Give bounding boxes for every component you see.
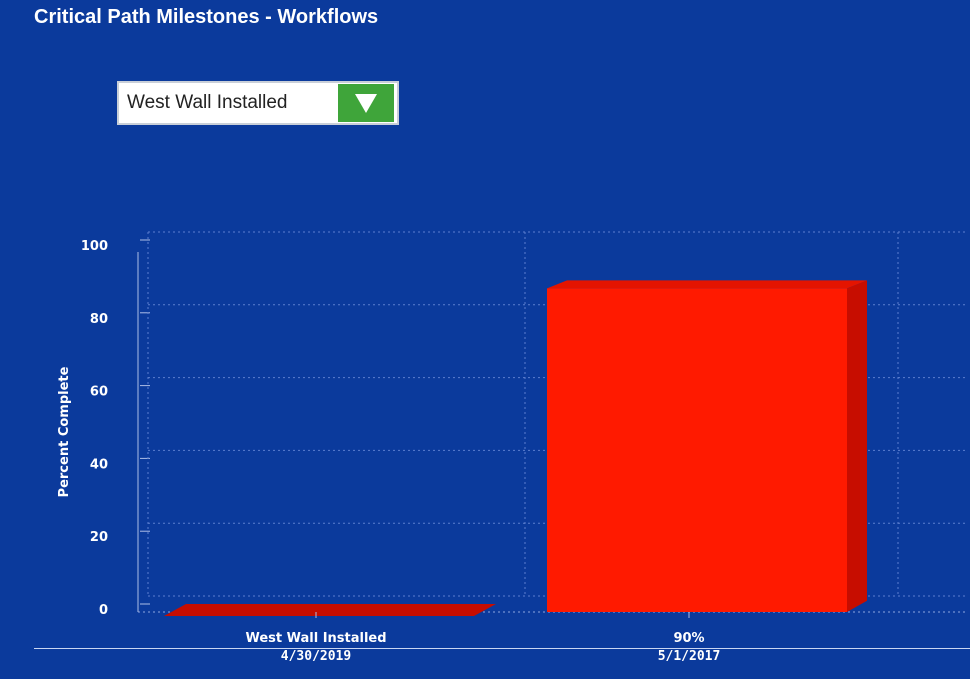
milestone-dropdown-value: West Wall Installed [127,92,288,113]
page-title: Critical Path Milestones - Workflows [34,6,379,28]
footer-divider [34,648,970,649]
chart-bars [164,280,867,616]
y-tick-label: 40 [90,457,108,472]
x-axis: West Wall Installed 4/30/2019 90% 5/1/2017 [245,612,720,664]
bar [164,604,496,616]
y-tick-label: 100 [81,239,108,254]
bar-side [847,280,867,612]
y-axis-title: Percent Complete [57,366,72,497]
x-tick-label: West Wall Installed [245,631,386,646]
x-tick-label: 90% [673,631,704,646]
y-tick-label: 60 [90,385,108,400]
chevron-down-icon [355,94,377,113]
x-tick-sublabel: 5/1/2017 [658,649,721,664]
bar [547,288,847,612]
y-axis: 0 20 40 60 80 100 Percent Complete [57,239,108,618]
y-tick-label: 20 [90,530,108,545]
x-tick-sublabel: 4/30/2019 [281,649,351,664]
bar-top [547,280,867,289]
dropdown-toggle-button[interactable] [338,84,394,122]
y-tick-label: 80 [90,312,108,327]
y-tick-label: 0 [99,603,108,618]
milestone-dropdown[interactable]: West Wall Installed [117,81,399,125]
